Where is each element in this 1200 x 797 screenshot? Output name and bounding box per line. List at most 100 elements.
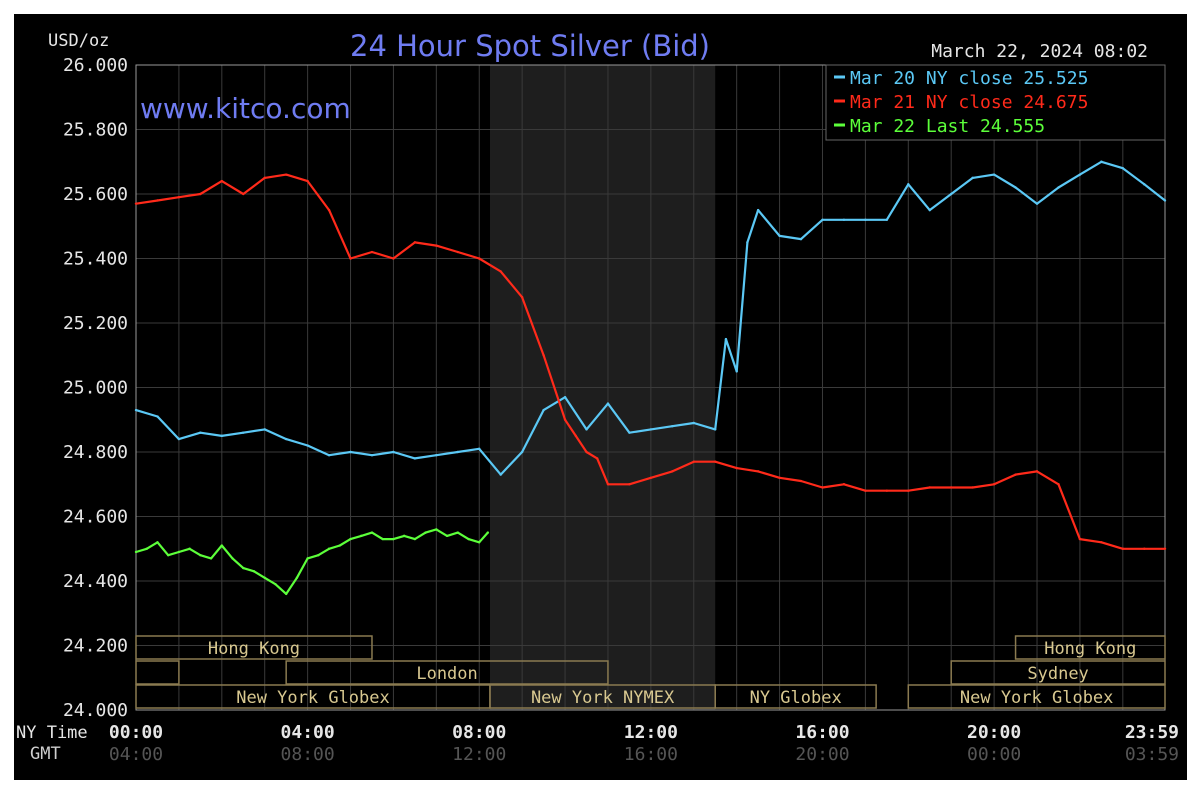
series-point-0 <box>1143 183 1146 186</box>
series-point-0 <box>327 454 331 457</box>
series-point-2 <box>370 531 374 534</box>
series-point-0 <box>821 218 824 221</box>
x-tick-label-ny: 00:00 <box>109 722 163 743</box>
series-point-2 <box>360 534 363 538</box>
series-point-1 <box>778 476 781 479</box>
series-point-2 <box>392 537 395 541</box>
series-point-1 <box>649 476 653 479</box>
series-point-0 <box>177 437 181 441</box>
x-tick-label-ny: 23:59 <box>1125 722 1179 743</box>
series-point-1 <box>563 418 567 421</box>
market-session-label: New York Globex <box>960 688 1114 708</box>
series-point-1 <box>1121 547 1125 550</box>
market-session-box <box>285 660 609 685</box>
series-point-2 <box>209 557 213 560</box>
series-point-1 <box>349 257 352 260</box>
series-point-0 <box>1035 202 1039 205</box>
series-point-2 <box>402 534 406 538</box>
series-point-1 <box>1100 541 1103 544</box>
series-point-1 <box>1143 547 1146 550</box>
y-tick-label: 24.200 <box>63 636 128 657</box>
series-point-1 <box>456 250 459 254</box>
series-point-1 <box>907 489 910 492</box>
series-point-1 <box>134 202 138 205</box>
series-point-0 <box>563 395 567 399</box>
series-point-1 <box>1057 483 1060 486</box>
x-tick-label-ny: 04:00 <box>281 722 335 743</box>
series-point-1 <box>735 466 738 470</box>
x-tick-label-gmt: 12:00 <box>452 744 506 765</box>
legend: Mar 20 NY close 25.525 Mar 21 NY close 2… <box>825 64 1166 141</box>
y-tick-label: 24.000 <box>63 700 128 721</box>
series-point-1 <box>950 486 953 489</box>
series-point-0 <box>1057 186 1060 189</box>
series-point-1 <box>499 270 502 273</box>
series-point-0 <box>735 370 738 373</box>
market-session-label: Hong Kong <box>208 639 300 659</box>
series-point-1 <box>435 244 438 247</box>
series-point-1 <box>574 434 577 438</box>
series-point-2 <box>166 554 170 557</box>
series-point-0 <box>1078 173 1082 176</box>
series-point-0 <box>370 454 374 457</box>
series-point-2 <box>242 566 245 570</box>
series-point-1 <box>242 192 245 196</box>
series-point-0 <box>1163 199 1167 202</box>
series-point-0 <box>349 450 352 454</box>
series-point-2 <box>295 576 299 579</box>
chart-frame: Hong Kong London New York Globex New York N… <box>14 14 1187 780</box>
y-tick-label: 24.600 <box>63 507 128 528</box>
series-point-0 <box>585 428 588 431</box>
series-point-1 <box>885 489 889 492</box>
legend-box <box>825 64 1166 141</box>
series-point-0 <box>971 176 974 180</box>
y-tick-label: 26.000 <box>63 55 128 76</box>
series-point-1 <box>520 296 524 299</box>
legend-item-mar21: Mar 21 NY close 24.675 <box>850 92 1088 113</box>
series-point-0 <box>714 428 717 431</box>
series-point-1 <box>971 486 974 489</box>
unit-label: USD/oz <box>48 31 109 51</box>
y-tick-label: 25.800 <box>63 120 128 141</box>
series-point-0 <box>220 434 224 438</box>
series-point-0 <box>628 431 631 434</box>
market-session-box <box>907 684 1166 709</box>
series-point-1 <box>714 460 717 463</box>
series-point-0 <box>724 337 728 341</box>
series-point-0 <box>885 218 889 221</box>
series-point-2 <box>220 544 224 547</box>
series-point-2 <box>467 537 470 541</box>
series-point-1 <box>1014 473 1017 476</box>
series-point-0 <box>1014 186 1017 189</box>
series-point-0 <box>284 437 288 441</box>
x-tick-label-ny: 12:00 <box>624 722 678 743</box>
series-point-2 <box>486 531 490 534</box>
series-point-0 <box>649 428 653 431</box>
legend-item-mar22: Mar 22 Last 24.555 <box>850 116 1045 137</box>
series-point-1 <box>596 457 599 460</box>
series-point-0 <box>864 218 867 221</box>
series-point-1 <box>177 196 181 199</box>
series-point-2 <box>349 537 352 541</box>
plot-border <box>135 64 1166 711</box>
y-tick-label: 25.600 <box>63 184 128 205</box>
series-point-2 <box>435 528 438 531</box>
series-point-0 <box>746 241 749 244</box>
series-point-0 <box>134 408 138 412</box>
series-point-1 <box>1163 547 1167 550</box>
series-point-1 <box>692 460 695 463</box>
market-session-box <box>1014 635 1166 660</box>
series-point-2 <box>134 550 138 554</box>
series-point-2 <box>317 554 320 557</box>
x-row-label-gmt: GMT <box>30 744 61 764</box>
series-point-0 <box>1100 160 1103 163</box>
x-row-label-ny: NY Time <box>16 723 88 743</box>
series-point-2 <box>252 570 256 573</box>
series-point-0 <box>478 447 481 450</box>
series-point-1 <box>992 483 996 486</box>
series-point-0 <box>842 218 846 221</box>
series-point-2 <box>456 531 459 534</box>
series-point-2 <box>274 583 277 586</box>
series-point-2 <box>327 547 331 550</box>
series-point-0 <box>520 450 524 454</box>
